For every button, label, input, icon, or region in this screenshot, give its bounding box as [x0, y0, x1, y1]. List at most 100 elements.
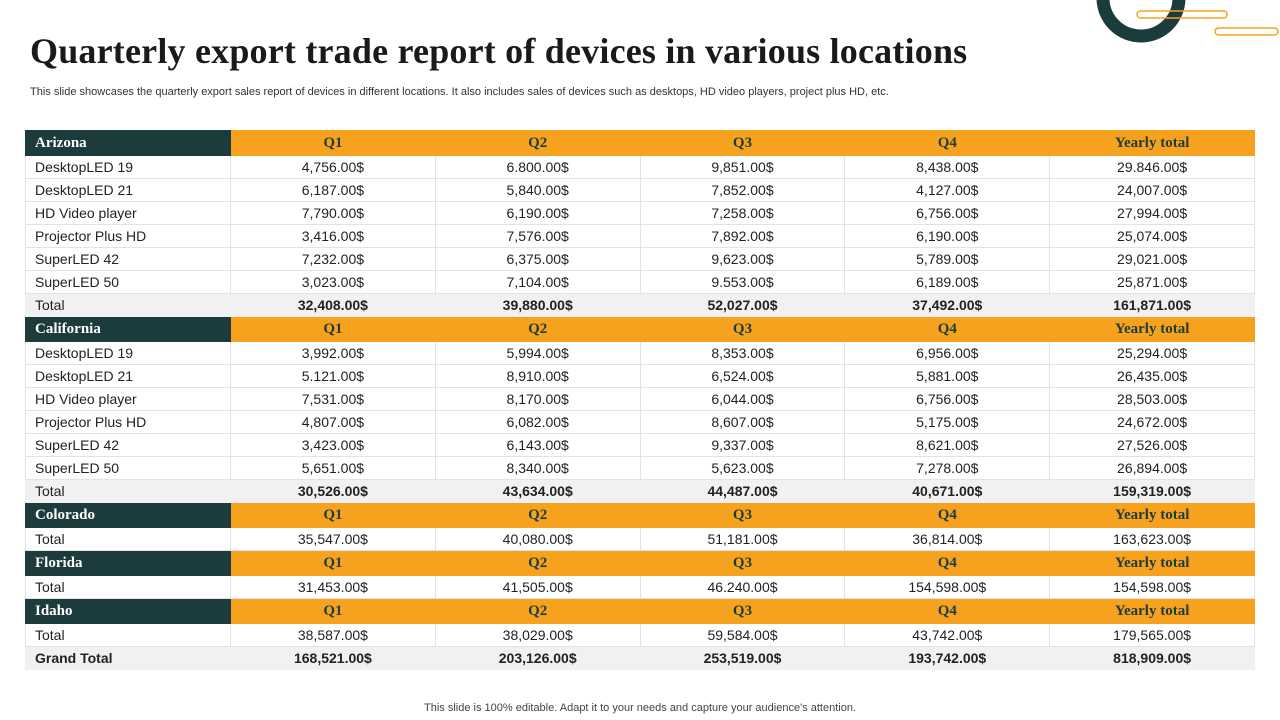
value-cell: 7,852.00$	[639, 178, 846, 202]
value-cell: 7,531.00$	[230, 387, 436, 411]
export-report-table: Arizona Q1 Q2 Q3 Q4 Yearly total DesktopLED 19…	[25, 130, 1255, 670]
value-cell: 9,851.00$	[639, 155, 846, 179]
footer-note: This slide is 100% editable. Adapt it to…	[424, 702, 856, 714]
value-cell: 6,375.00$	[434, 247, 641, 271]
total-row: Total 35,547.00$ 40,080.00$ 51,181.00$ 36,81…	[25, 527, 1255, 551]
value-cell: 28,503.00$	[1049, 387, 1255, 411]
table-row: SuperLED 42 7,232.00$ 6,375.00$ 9,623.00$ 5,…	[25, 247, 1255, 271]
table-row: Projector Plus HD 4,807.00$ 6,082.00$ 8,607…	[25, 410, 1255, 434]
location-name: California	[25, 316, 231, 342]
location-name: Colorado	[25, 502, 231, 528]
value-cell: 4,807.00$	[230, 410, 436, 434]
column-header: Q4	[844, 130, 1051, 156]
device-label: SuperLED 42	[25, 433, 231, 457]
total-value: 36,814.00$	[844, 527, 1051, 551]
device-label: SuperLED 50	[25, 270, 231, 294]
column-header: Yearly total	[1049, 316, 1255, 342]
total-value: 30,526.00$	[230, 479, 436, 503]
location-header-row: Colorado Q1 Q2 Q3 Q4 Yearly total	[25, 502, 1255, 528]
value-cell: 27,994.00$	[1049, 201, 1255, 225]
column-header: Q3	[639, 598, 846, 624]
value-cell: 29,021.00$	[1049, 247, 1255, 271]
value-cell: 8,607.00$	[639, 410, 846, 434]
total-value: 43,742.00$	[844, 623, 1051, 647]
page-subtitle: This slide showcases the quarterly expor…	[30, 86, 889, 98]
value-cell: 3,423.00$	[230, 433, 436, 457]
column-header: Q4	[844, 598, 1051, 624]
total-value: 38,029.00$	[434, 623, 641, 647]
total-label: Total	[25, 575, 231, 599]
value-cell: 5,994.00$	[434, 341, 641, 365]
value-cell: 5.121.00$	[230, 364, 436, 388]
value-cell: 6,044.00$	[639, 387, 846, 411]
column-header: Q4	[844, 316, 1051, 342]
total-value: 59,584.00$	[639, 623, 846, 647]
value-cell: 8,353.00$	[639, 341, 846, 365]
column-header: Yearly total	[1049, 130, 1255, 156]
total-value: 40,671.00$	[844, 479, 1051, 503]
value-cell: 6.800.00$	[434, 155, 641, 179]
table-row: DesktopLED 21 5.121.00$ 8,910.00$ 6,524.00$…	[25, 364, 1255, 388]
value-cell: 24,007.00$	[1049, 178, 1255, 202]
column-header: Yearly total	[1049, 550, 1255, 576]
column-header: Q1	[230, 550, 436, 576]
value-cell: 4,127.00$	[844, 178, 1051, 202]
value-cell: 5,623.00$	[639, 456, 846, 480]
total-value: 52,027.00$	[639, 293, 846, 317]
value-cell: 29.846.00$	[1049, 155, 1255, 179]
device-label: SuperLED 42	[25, 247, 231, 271]
value-cell: 27,526.00$	[1049, 433, 1255, 457]
value-cell: 7,278.00$	[844, 456, 1051, 480]
column-header: Q1	[230, 130, 436, 156]
value-cell: 6,082.00$	[434, 410, 641, 434]
value-cell: 24,672.00$	[1049, 410, 1255, 434]
column-header: Yearly total	[1049, 502, 1255, 528]
value-cell: 26,894.00$	[1049, 456, 1255, 480]
table-row: DesktopLED 21 6,187.00$ 5,840.00$ 7,852.00$…	[25, 178, 1255, 202]
device-label: HD Video player	[25, 387, 231, 411]
value-cell: 25,074.00$	[1049, 224, 1255, 248]
total-row: Total 31,453.00$ 41,505.00$ 46.240.00$ 154,5…	[25, 575, 1255, 599]
value-cell: 5,175.00$	[844, 410, 1051, 434]
total-value: 159,319.00$	[1049, 479, 1255, 503]
total-value: 154,598.00$	[1049, 575, 1255, 599]
total-label: Total	[25, 527, 231, 551]
device-label: HD Video player	[25, 201, 231, 225]
grand-total-label: Grand Total	[25, 646, 231, 670]
value-cell: 8,910.00$	[434, 364, 641, 388]
total-label: Total	[25, 479, 231, 503]
value-cell: 8,170.00$	[434, 387, 641, 411]
location-header-row: California Q1 Q2 Q3 Q4 Yearly total	[25, 316, 1255, 342]
total-row: Total 30,526.00$ 43,634.00$ 44,487.00$ 40,67…	[25, 479, 1255, 503]
total-value: 179,565.00$	[1049, 623, 1255, 647]
value-cell: 7,892.00$	[639, 224, 846, 248]
table-row: Projector Plus HD 3,416.00$ 7,576.00$ 7,892…	[25, 224, 1255, 248]
column-header: Q2	[434, 502, 641, 528]
total-row: Total 32,408.00$ 39,880.00$ 52,027.00$ 37,49…	[25, 293, 1255, 317]
total-value: 41,505.00$	[434, 575, 641, 599]
value-cell: 8,340.00$	[434, 456, 641, 480]
total-value: 37,492.00$	[844, 293, 1051, 317]
value-cell: 7,104.00$	[434, 270, 641, 294]
total-value: 31,453.00$	[230, 575, 436, 599]
value-cell: 5,789.00$	[844, 247, 1051, 271]
column-header: Q2	[434, 550, 641, 576]
column-header: Q2	[434, 598, 641, 624]
column-header: Q1	[230, 502, 436, 528]
device-label: DesktopLED 21	[25, 364, 231, 388]
total-value: 35,547.00$	[230, 527, 436, 551]
grand-total-row: Grand Total 168,521.00$ 203,126.00$ 253,519…	[25, 646, 1255, 670]
table-row: HD Video player 7,790.00$ 6,190.00$ 7,258.0…	[25, 201, 1255, 225]
column-header: Q4	[844, 502, 1051, 528]
total-value: 38,587.00$	[230, 623, 436, 647]
value-cell: 3,416.00$	[230, 224, 436, 248]
column-header: Q4	[844, 550, 1051, 576]
value-cell: 6,143.00$	[434, 433, 641, 457]
value-cell: 6,956.00$	[844, 341, 1051, 365]
device-label: DesktopLED 21	[25, 178, 231, 202]
table-row: SuperLED 50 5,651.00$ 8,340.00$ 5,623.00$ 7,…	[25, 456, 1255, 480]
table-row: SuperLED 50 3,023.00$ 7,104.00$ 9.553.00$ 6,…	[25, 270, 1255, 294]
value-cell: 6,190.00$	[844, 224, 1051, 248]
device-label: Projector Plus HD	[25, 224, 231, 248]
value-cell: 25,871.00$	[1049, 270, 1255, 294]
